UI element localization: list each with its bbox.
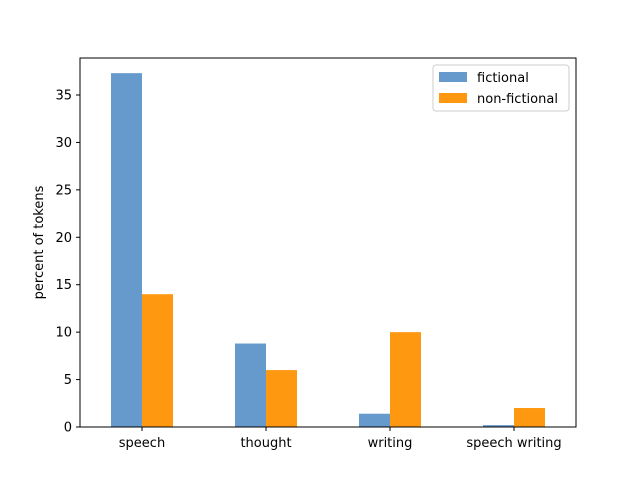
x-tick-label: speech [119, 436, 165, 451]
bar-fictional-thought [235, 343, 266, 427]
y-tick-label: 20 [55, 231, 72, 246]
y-tick-label: 15 [55, 278, 72, 293]
bar-non-fictional-speech [142, 294, 173, 427]
y-tick-label: 35 [55, 88, 72, 103]
y-tick-label: 0 [64, 421, 72, 436]
x-tick-label: writing [368, 436, 413, 451]
bar-non-fictional-speech-writing [514, 408, 545, 427]
legend-label-non-fictional: non-fictional [477, 92, 558, 107]
legend-swatch-non-fictional [439, 93, 467, 103]
x-axis-ticks: speech thought writing speech writing [119, 427, 562, 451]
bar-fictional-speech-writing [483, 425, 514, 427]
bar-fictional-speech [111, 73, 142, 428]
plot-frame [79, 57, 577, 428]
y-tick-label: 5 [64, 373, 72, 388]
bar-non-fictional-thought [266, 370, 297, 427]
bar-fictional-writing [359, 413, 390, 427]
bar-non-fictional-writing [390, 332, 421, 427]
legend-label-fictional: fictional [477, 71, 529, 86]
y-tick-label: 30 [55, 136, 72, 151]
x-tick-label: thought [240, 436, 291, 451]
legend-swatch-fictional [439, 72, 467, 82]
y-axis-label: percent of tokens [32, 185, 47, 299]
bars-group [111, 73, 545, 428]
legend: fictional non-fictional [432, 64, 570, 112]
y-tick-label: 10 [55, 326, 72, 341]
x-tick-label: speech writing [466, 436, 561, 451]
y-tick-label: 25 [55, 183, 72, 198]
y-axis-ticks: 0 5 10 15 20 25 30 35 [55, 88, 80, 436]
